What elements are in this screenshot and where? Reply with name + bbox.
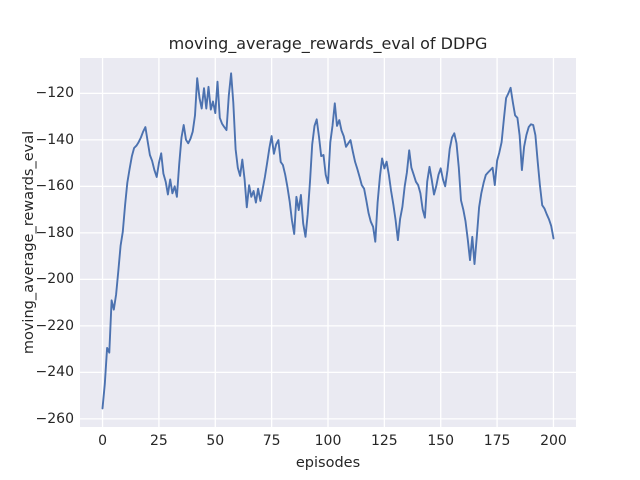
plot-area bbox=[80, 58, 576, 427]
y-tick-label: −220 bbox=[35, 317, 74, 334]
x-tick-label: 0 bbox=[98, 433, 107, 449]
x-tick-label: 125 bbox=[370, 433, 398, 449]
line-chart-canvas bbox=[80, 58, 576, 427]
y-tick-label: −140 bbox=[35, 131, 74, 148]
y-tick-label: −200 bbox=[35, 271, 74, 288]
x-tick-label: 75 bbox=[262, 433, 281, 449]
y-tick-label: −160 bbox=[35, 178, 74, 195]
x-tick-label: 100 bbox=[314, 433, 342, 449]
x-axis-label: episodes bbox=[295, 455, 361, 471]
x-tick-label: 50 bbox=[206, 433, 225, 449]
y-tick-label: −120 bbox=[35, 85, 74, 102]
y-tick-label: −240 bbox=[35, 364, 74, 381]
y-tick-label: −180 bbox=[35, 224, 74, 241]
chart-title: moving_average_rewards_eval of DDPG bbox=[168, 34, 488, 53]
y-tick-label: −260 bbox=[35, 410, 74, 427]
x-tick-label: 175 bbox=[483, 433, 511, 449]
x-tick-label: 200 bbox=[540, 433, 567, 449]
x-tick-label: 25 bbox=[149, 433, 168, 449]
x-tick-label: 150 bbox=[427, 433, 455, 449]
data-line-moving_average_rewards_eval bbox=[101, 72, 555, 410]
